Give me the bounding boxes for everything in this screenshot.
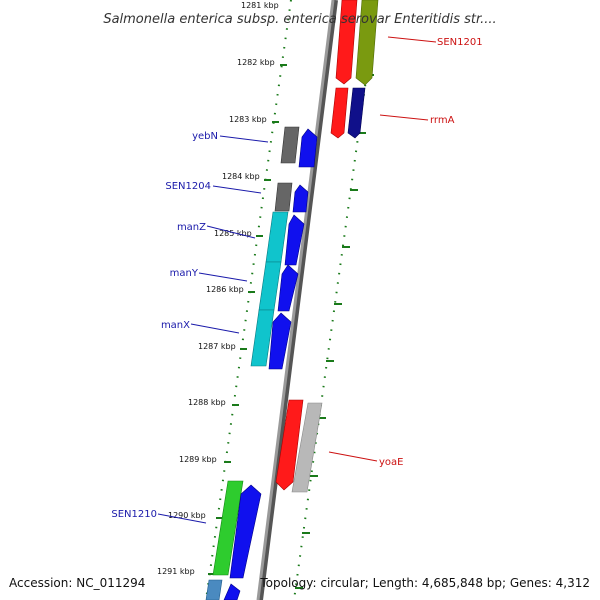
gene-yebn-gray[interactable] [280, 126, 300, 164]
label-rrma[interactable]: rrmA [430, 115, 455, 126]
label-sen1204[interactable]: SEN1204 [165, 181, 211, 192]
gene-manz-blue[interactable] [284, 214, 305, 266]
gene-many-cyan[interactable] [258, 261, 282, 311]
tick-label-1286: 1286 kbp [206, 285, 244, 294]
gene-labels: SEN1201 rrmA yoaE yebN SEN1204 manZ manY… [111, 37, 482, 520]
gene-rrma-navy[interactable] [347, 87, 366, 139]
backbone-line [256, 0, 335, 600]
gene-yebn-blue[interactable] [298, 128, 318, 168]
label-sen1210[interactable]: SEN1210 [111, 509, 157, 520]
gene-yoae-red[interactable] [275, 399, 304, 491]
outer-genes [275, 0, 379, 493]
leader-sen1210 [157, 513, 207, 524]
gene-bottom-steel[interactable] [205, 579, 223, 600]
gene-sen1210-green[interactable] [212, 480, 244, 576]
inner-dotted-track [205, 0, 292, 600]
tick-label-1284: 1284 kbp [222, 172, 260, 181]
leader-manz [206, 225, 256, 239]
backbone [256, 0, 338, 600]
outer-dotted-track [293, 0, 378, 600]
tick-label-1281: 1281 kbp [241, 1, 279, 10]
label-manz[interactable]: manZ [177, 222, 206, 233]
label-manx[interactable]: manX [161, 320, 190, 331]
gene-yoae-silver[interactable] [291, 402, 323, 493]
leader-sen1204 [212, 185, 262, 194]
backbone-shadow [257, 0, 338, 600]
leader-yebn [219, 135, 269, 143]
gene-sen1201-olive[interactable] [355, 0, 379, 86]
tick-labels: 1281 kbp 1282 kbp 1283 kbp 1284 kbp 1285… [157, 1, 279, 576]
tick-label-1282: 1282 kbp [237, 58, 275, 67]
gene-sen1204-gray[interactable] [274, 182, 293, 212]
tick-label-1283: 1283 kbp [229, 115, 267, 124]
summary-label: Topology: circular; Length: 4,685,848 bp… [259, 576, 590, 590]
gene-many-blue[interactable] [277, 264, 299, 312]
tick-label-1291: 1291 kbp [157, 567, 195, 576]
accession-label: Accession: NC_011294 [9, 576, 145, 590]
label-yebn[interactable]: yebN [192, 131, 218, 142]
tick-label-1287: 1287 kbp [198, 342, 236, 351]
tick-label-1288: 1288 kbp [188, 398, 226, 407]
gene-sen1210-blue[interactable] [229, 484, 262, 579]
label-yoae[interactable]: yoaE [379, 457, 403, 468]
leader-manx [190, 323, 240, 334]
genome-title: Salmonella enterica subsp. enterica sero… [103, 12, 496, 27]
tick-label-1285: 1285 kbp [214, 229, 252, 238]
gene-bottom-blue[interactable] [223, 583, 241, 600]
gene-manz-cyan[interactable] [265, 211, 289, 263]
leader-many [198, 272, 248, 282]
leader-yoae [328, 451, 378, 462]
inner-genes [205, 126, 318, 600]
leader-lines [157, 36, 437, 524]
label-many[interactable]: manY [170, 268, 199, 279]
label-sen1201[interactable]: SEN1201 [437, 37, 483, 48]
tick-label-1290: 1290 kbp [168, 511, 206, 520]
gene-sen1204-blue[interactable] [292, 184, 309, 213]
gene-sen1201-red[interactable] [335, 0, 358, 85]
gene-rrma-red[interactable] [330, 87, 349, 139]
gene-manx-cyan[interactable] [250, 309, 275, 367]
gene-manx-blue[interactable] [268, 312, 292, 370]
leader-sen1201 [387, 36, 437, 43]
leader-rrma [379, 114, 429, 121]
tick-label-1289: 1289 kbp [179, 455, 217, 464]
